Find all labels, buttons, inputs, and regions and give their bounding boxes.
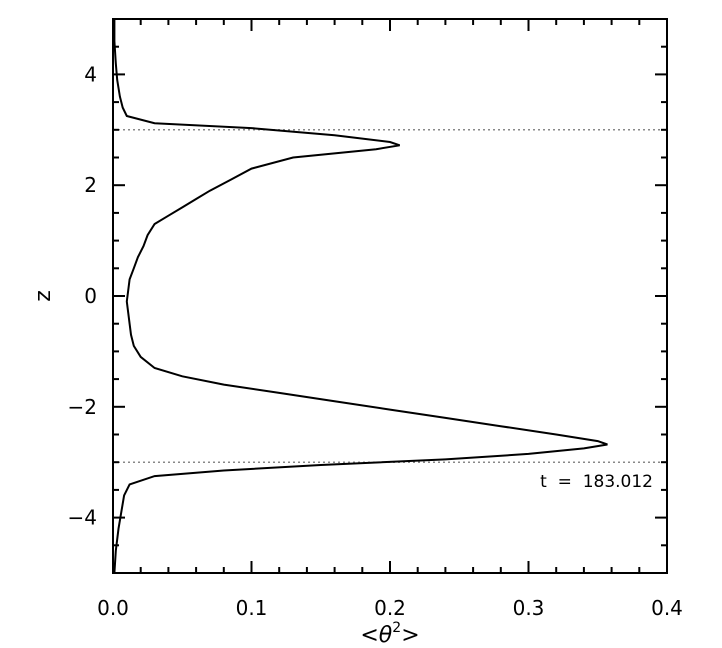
time-annotation: t = 183.012	[540, 472, 653, 492]
x-tick-label: 0.2	[374, 596, 406, 620]
y-tick-label: 0	[84, 284, 97, 308]
y-tick-label: −2	[68, 395, 97, 419]
x-tick-label: 0.1	[236, 596, 268, 620]
y-tick-label: −4	[68, 506, 97, 530]
x-axis-title-suffix: >	[401, 623, 419, 648]
x-tick-label: 0.0	[97, 596, 129, 620]
x-axis-title-prefix: <θ	[360, 623, 392, 648]
y-tick-labels: −4 −2 0 2 4	[68, 62, 97, 529]
plot-frame	[112, 18, 668, 574]
x-tick-labels: 0.0 0.1 0.2 0.3 0.4	[97, 596, 683, 620]
x-axis-title: <θ2>	[360, 620, 419, 648]
series-line-theta-squared	[113, 19, 608, 574]
y-tick-label: 4	[84, 62, 97, 86]
y-tick-label: 2	[84, 173, 97, 197]
x-tick-label: 0.3	[513, 596, 545, 620]
x-tick-label: 0.4	[651, 596, 683, 620]
x-axis-title-superscript: 2	[392, 620, 401, 636]
y-axis-title: z	[31, 290, 56, 302]
